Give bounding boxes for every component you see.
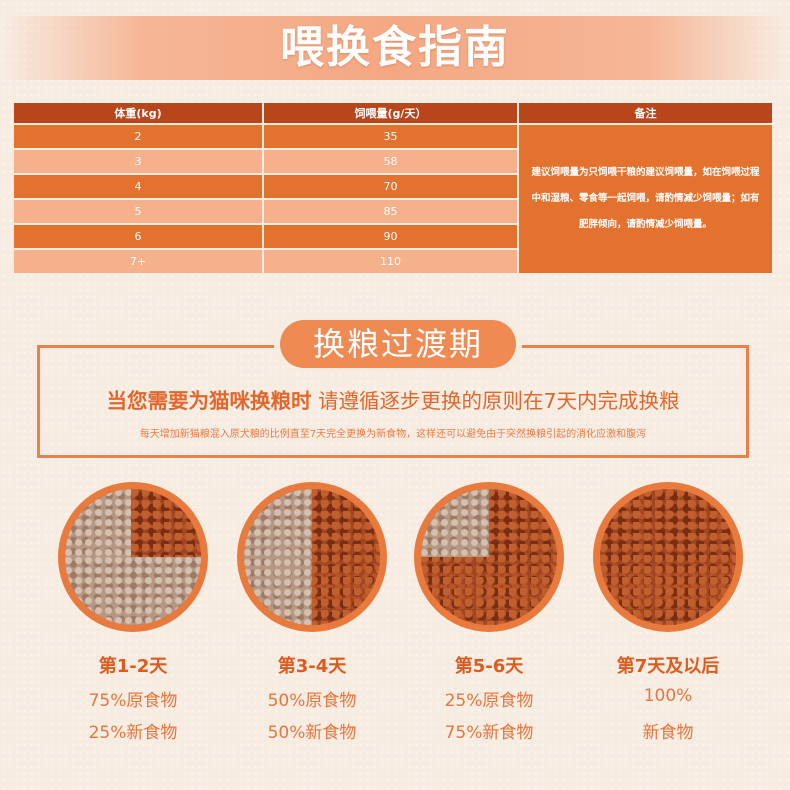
step-new-food: 75%新食物 <box>444 723 534 743</box>
table-row: 4 70 <box>14 175 772 200</box>
food-mix-image <box>600 489 736 625</box>
step-new-food: 25%新食物 <box>88 723 178 743</box>
transition-title: 换粮过渡期 <box>280 320 516 368</box>
feeding-table: 体重(kg) 饲喂量(g/天） 备注 2 35 建议饲喂量为只饲喂干粮的建议饲喂… <box>14 103 772 275</box>
title-banner <box>0 16 790 80</box>
step-new-food: 50%新食物 <box>267 723 357 743</box>
step-old-food: 25%原食物 <box>444 691 534 711</box>
step-day-5-6: 第5-6天 25%原食物 75%新食物 <box>414 482 564 743</box>
step-new-food: 新食物 <box>642 723 694 743</box>
step-label: 第7天及以后 <box>616 656 720 677</box>
amount-cell: 90 <box>264 225 519 250</box>
table-row: 6 90 <box>14 225 772 250</box>
step-day-7-plus: 第7天及以后 100% 新食物 <box>593 482 743 743</box>
table-row: 2 35 建议饲喂量为只饲喂干粮的建议饲喂量，如在饲喂过程中和湿粮、零食等一起饲… <box>14 125 772 275</box>
weight-cell: 2 <box>14 125 264 150</box>
step-day-3-4: 第3-4天 50%原食物 50%新食物 <box>237 482 387 743</box>
amount-cell: 110 <box>264 250 519 275</box>
amount-cell: 58 <box>264 150 519 175</box>
transition-main-rest: 请遵循逐步更换的原则在7天内完成换粮 <box>311 389 680 413</box>
weight-cell: 6 <box>14 225 264 250</box>
table-header-row: 体重(kg) 饲喂量(g/天） 备注 <box>14 103 772 125</box>
weight-cell: 3 <box>14 150 264 175</box>
amount-cell: 35 <box>264 125 519 150</box>
transition-sub-text: 每天增加新猫粮混入原犬粮的比例直至7天完全更换为新食物，这样还可以避免由于突然换… <box>139 429 647 440</box>
weight-cell: 4 <box>14 175 264 200</box>
table-row: 3 58 <box>14 150 772 175</box>
header-note: 备注 <box>519 103 772 125</box>
step-old-food: 100% <box>643 686 693 706</box>
amount-cell: 85 <box>264 200 519 225</box>
note-cell: 建议饲喂量为只饲喂干粮的建议饲喂量，如在饲喂过程中和湿粮、零食等一起饲喂，请酌情… <box>519 125 772 275</box>
weight-cell: 5 <box>14 200 264 225</box>
step-label: 第5-6天 <box>454 656 524 677</box>
step-label: 第3-4天 <box>277 656 347 677</box>
transition-main-bold: 当您需要为猫咪换粮时 <box>106 389 312 413</box>
step-old-food: 50%原食物 <box>267 691 357 711</box>
header-weight: 体重(kg) <box>14 103 264 125</box>
step-day-1-2: 第1-2天 75%原食物 25%新食物 <box>58 482 208 743</box>
food-mix-image <box>421 489 557 625</box>
amount-cell: 70 <box>264 175 519 200</box>
step-old-food: 75%原食物 <box>88 691 178 711</box>
header-amount: 饲喂量(g/天） <box>264 103 519 125</box>
weight-cell: 7+ <box>14 250 264 275</box>
page-title: 喂换食指南 <box>280 22 510 73</box>
table-row: 7+ 110 <box>14 250 772 275</box>
food-mix-image <box>65 489 201 625</box>
step-label: 第1-2天 <box>98 656 168 677</box>
food-mix-image <box>244 489 380 625</box>
table-row: 5 85 <box>14 200 772 225</box>
transition-main-text: 当您需要为猫咪换粮时 请遵循逐步更换的原则在7天内完成换粮 <box>40 384 746 414</box>
